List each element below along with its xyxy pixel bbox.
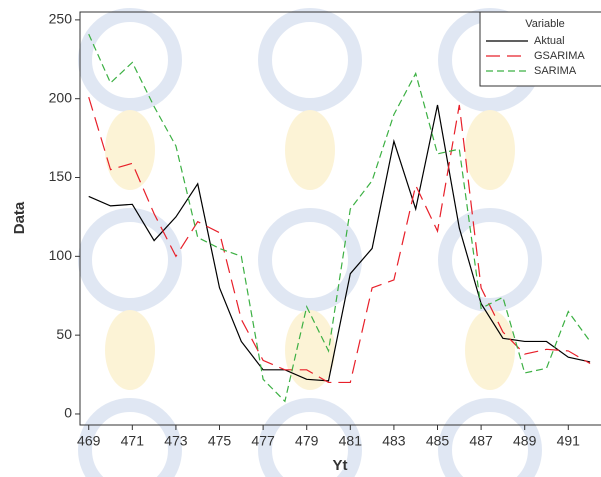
x-tick-label: 475 — [208, 433, 232, 449]
x-tick-label: 485 — [426, 433, 450, 449]
x-tick-label: 483 — [382, 433, 406, 449]
y-tick-label: 150 — [49, 168, 73, 184]
x-tick-label: 491 — [557, 433, 581, 449]
series-line — [88, 33, 591, 403]
y-axis-label: Data — [11, 201, 28, 234]
series-line — [88, 104, 591, 382]
legend-label: SARIMA — [534, 65, 577, 77]
x-tick-label: 489 — [513, 433, 537, 449]
x-tick-label: 487 — [469, 433, 493, 449]
y-tick-label: 50 — [56, 326, 72, 342]
x-tick-label: 471 — [121, 433, 145, 449]
x-tick-label: 479 — [295, 433, 319, 449]
y-tick-label: 200 — [49, 89, 73, 105]
plot-frame — [79, 11, 601, 426]
watermark — [78, 8, 542, 477]
legend-label: GSARIMA — [534, 50, 585, 62]
legend-box — [479, 11, 601, 87]
y-tick-label: 0 — [64, 405, 72, 421]
legend: Variable — [479, 11, 601, 87]
x-tick-label: 473 — [164, 433, 188, 449]
x-tick-label: 469 — [77, 433, 101, 449]
x-tick-label: 481 — [339, 433, 363, 449]
y-tick-label: 250 — [49, 11, 73, 27]
legend-title: Variable — [525, 18, 565, 30]
x-tick-label: 477 — [251, 433, 275, 449]
x-axis-label: Yt — [333, 457, 348, 474]
legend-label: Aktual — [534, 35, 565, 47]
series-line — [88, 96, 591, 384]
y-tick-label: 100 — [49, 247, 73, 263]
